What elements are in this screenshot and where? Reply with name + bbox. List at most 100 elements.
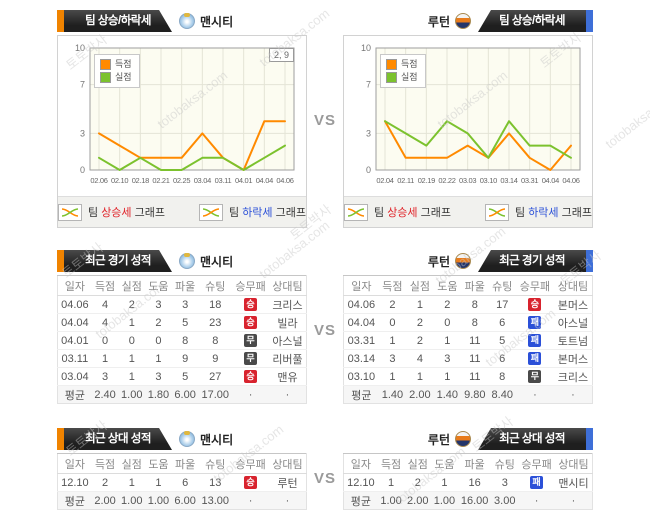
stat-cell: 5 [488,331,516,350]
match-row: 04.04 0 2 0 8 6 패 아스널 [343,313,593,332]
result-badge: 승 [244,476,258,489]
series-line-실점 [384,120,572,159]
column-header: 실점 [118,275,146,296]
date-cell: 03.14 [343,349,379,368]
plot-border [375,47,581,171]
stat-cell: 3 [491,473,519,492]
opponent-cell: 빌라 [269,313,307,332]
chart-legend: 득점 실점 [380,54,426,88]
series-line-득점 [384,120,572,171]
section-title: 팀 상승/하락세 [85,15,151,27]
date-cell: 04.04 [57,313,92,332]
opponent-cell: · [269,385,307,404]
date-cell: 04.04 [343,313,379,332]
column-header: 파울 [171,453,199,474]
recent-header-left: 최근 경기 성적 맨시티 [57,250,307,272]
team-label-mancity: 맨시티 [179,10,233,32]
stat-cell: 6 [171,473,199,492]
fall-graph-icon [485,203,509,221]
stat-cell: 9 [198,349,233,368]
series-line-득점 [98,120,286,171]
result-cell: 무 [232,331,269,350]
rise-graph-legend: 팀 상승세 그래프 [344,203,451,221]
match-row: 03.04 3 1 3 5 27 승 맨유 [57,367,307,386]
graph-footer-legend: 팀 상승세 그래프 팀 하락세 그래프 [58,196,306,227]
stat-cell: 8 [488,367,516,386]
stat-cell: 3 [145,295,172,314]
stat-cell: 1 [118,473,146,492]
date-cell: 03.11 [57,349,92,368]
stat-cell: 4 [406,349,434,368]
column-header: 승무패 [232,275,269,296]
legend-scored-label: 득점 [401,59,418,69]
legend-scored-label: 득점 [115,59,132,69]
match-row: 04.04 4 1 2 5 23 승 빌라 [57,313,307,332]
average-row: 평균 1.00 2.00 1.00 16.00 3.00 · · [343,491,593,510]
x-axis-tick-label: 02.04 [376,176,393,185]
match-row: 12.10 1 2 1 16 3 패 맨시티 [343,473,593,492]
stat-cell: 3 [433,349,462,368]
opponent-cell: 토트넘 [553,331,593,350]
y-axis-tick-label: 0 [366,165,371,175]
trend-chart-panel-right: 0 3 7 10 02.04 02.11 02.19 02.22 03.03 03.10 03.14… [343,35,593,228]
opponent-cell: 맨시티 [555,473,593,492]
average-row: 평균 2.00 1.00 1.00 6.00 13.00 · · [57,491,307,510]
date-cell: 03.31 [343,331,379,350]
conceded-swatch-icon [386,72,397,83]
stat-cell: 2 [404,473,432,492]
result-cell: 승 [232,295,269,314]
stat-cell: · [515,385,554,404]
column-header: 도움 [431,453,458,474]
stat-cell: 11 [461,349,489,368]
stat-cell: 2 [406,313,434,332]
stat-cell: 0 [378,313,407,332]
y-axis-tick-label: 3 [366,128,371,138]
stat-cell: · [232,385,269,404]
stat-cell: 1 [118,367,146,386]
scored-swatch-icon [100,59,111,70]
table-header-row: 일자 득점 실점 도움 파울 슈팅 승무패 상대팀 [343,453,593,474]
stat-cell: 5 [171,313,199,332]
column-header: 득점 [377,453,405,474]
stat-cell: 8 [198,331,233,350]
team-label-mancity: 맨시티 [179,428,233,450]
y-axis-tick-label: 7 [80,80,85,90]
y-axis-tick-label: 10 [361,44,371,53]
orange-accent-bar [57,10,64,32]
column-header: 슈팅 [491,453,519,474]
team-label-mancity: 맨시티 [179,250,233,272]
luton-crest-icon [455,253,471,269]
stat-cell: 18 [198,295,233,314]
opponent-cell: 리버풀 [269,349,307,368]
x-axis-tick-label: 03.03 [459,176,476,185]
stat-cell: 1 [378,367,407,386]
section-title-ribbon: 최근 경기 성적 [478,250,586,272]
trend-section-right: 루턴 팀 상승/하락세 0 3 7 10 02.04 02.11 02.19 02.22 03.… [343,10,593,228]
stat-cell: 8 [171,331,199,350]
stat-cell: 1 [431,473,458,492]
stat-cell: 1 [145,349,172,368]
stat-cell: 16 [457,473,492,492]
column-header: 득점 [378,275,407,296]
x-axis-tick-label: 02.10 [111,176,128,185]
stat-cell: 13 [198,473,233,492]
result-cell: 승 [232,367,269,386]
orange-accent-bar [57,428,64,450]
chart-annotation: 2, 9 [268,48,294,62]
y-axis-tick-label: 7 [366,80,371,90]
x-axis-tick-label: 02.11 [397,176,414,185]
stat-cell: 2 [406,331,434,350]
section-title-ribbon: 팀 상승/하락세 [478,10,586,32]
column-header: 실점 [118,453,146,474]
scored-swatch-icon [386,59,397,70]
recent-results-table-mancity: 일자 득점 실점 도움 파울 슈팅 승무패 상대팀 04.06 4 2 3 3 18 승 크리스 04.04 4 1… [57,275,307,404]
stat-cell: · [518,491,555,510]
opponent-cell: 아스널 [553,313,593,332]
result-badge: 승 [244,316,258,329]
stat-cell: 1.80 [145,385,172,404]
date-cell: 12.10 [57,473,92,492]
column-header: 슈팅 [488,275,516,296]
opponent-cell: 본머스 [553,295,593,314]
stat-cell: 4 [91,313,119,332]
section-title: 팀 상승/하락세 [499,15,565,27]
